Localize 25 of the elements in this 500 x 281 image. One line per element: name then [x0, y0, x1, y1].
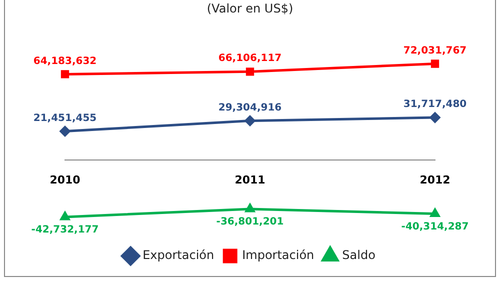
point: [245, 204, 255, 212]
point: [60, 70, 70, 78]
point: [244, 116, 256, 126]
point: [246, 68, 254, 76]
data-label: -42,732,177: [31, 224, 99, 236]
data-label: -40,314,287: [401, 221, 469, 232]
data-label: 66,106,117: [218, 53, 282, 64]
point: [60, 126, 70, 137]
point: [430, 112, 440, 123]
legend-label: Exportación: [142, 248, 214, 262]
data-label: 64,183,632: [33, 56, 97, 67]
data-label: -36,801,201: [216, 216, 284, 228]
point: [60, 212, 70, 220]
legend-label: Importación: [242, 248, 314, 262]
x-tick-label: 2012: [420, 173, 450, 186]
data-label: 31,717,480: [403, 99, 467, 110]
data-label: 29,304,916: [218, 102, 282, 114]
x-tick-label: 2010: [50, 173, 81, 186]
data-label: 72,031,767: [403, 45, 467, 56]
point: [430, 208, 440, 217]
data-label: 21,451,455: [33, 112, 97, 124]
chart-title: (Valor en US$): [206, 1, 294, 16]
legend-label: Saldo: [342, 248, 376, 262]
point: [430, 60, 440, 68]
x-tick-label: 2011: [234, 173, 266, 186]
